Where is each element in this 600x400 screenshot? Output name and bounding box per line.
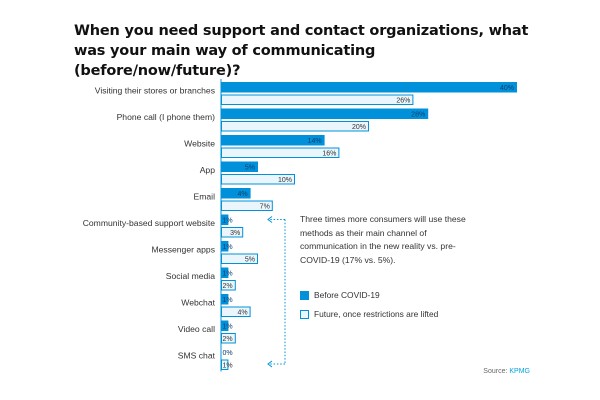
source-brand: KPMG (509, 368, 530, 375)
data-label-before: 1% (223, 244, 233, 251)
source-note: Source: KPMG (483, 368, 530, 375)
bar-before (221, 241, 229, 252)
category-label: Phone call (I phone them) (117, 112, 216, 122)
bar-before (221, 214, 229, 225)
data-label-future: 7% (260, 204, 270, 211)
data-label-before: 40% (500, 85, 514, 92)
bar-before (221, 108, 429, 119)
bar-before (221, 294, 229, 305)
data-label-future: 4% (237, 310, 247, 317)
data-label-future: 3% (230, 230, 240, 237)
category-label: App (200, 165, 216, 175)
bar-before (221, 267, 229, 278)
category-label: Messenger apps (151, 245, 215, 255)
data-label-before: 1% (223, 218, 233, 225)
data-label-before: 0% (223, 350, 233, 357)
bar-before (221, 320, 229, 331)
legend-swatch-filled (300, 291, 309, 300)
data-label-future: 2% (223, 336, 233, 343)
category-label: Visiting their stores or branches (95, 86, 215, 96)
bracket-arrow-bottom (267, 360, 273, 368)
category-label: Website (184, 139, 215, 149)
data-label-future: 16% (322, 151, 336, 158)
data-label-before: 1% (223, 271, 233, 278)
bracket-arrow-top (267, 216, 273, 223)
legend-label-before: Before COVID-19 (314, 290, 380, 300)
data-label-before: 1% (223, 297, 233, 304)
legend-item-future: Future, once restrictions are lifted (300, 309, 438, 319)
annotation-text: Three times more consumers will use thes… (300, 214, 466, 265)
data-label-before: 4% (237, 191, 247, 198)
category-label: SMS chat (178, 351, 216, 361)
category-label: Email (194, 192, 216, 202)
data-label-future: 10% (278, 177, 292, 184)
legend-label-future: Future, once restrictions are lifted (314, 309, 439, 319)
bar-before (221, 161, 258, 172)
data-label-future: 20% (352, 124, 366, 131)
data-label-future: 1% (223, 363, 233, 370)
source-prefix: Source: (483, 368, 510, 375)
data-label-before: 14% (308, 138, 322, 145)
category-label: Webchat (181, 298, 215, 308)
legend-item-before: Before COVID-19 (300, 290, 380, 300)
data-label-future: 2% (223, 283, 233, 290)
chart-title: When you need support and contact organi… (74, 23, 529, 79)
data-label-before: 5% (245, 165, 255, 172)
bar-before (221, 135, 325, 146)
category-label: Social media (166, 271, 215, 281)
bar-before (221, 188, 251, 199)
bar-future (221, 147, 340, 158)
data-label-before: 1% (223, 324, 233, 331)
bar-future (221, 121, 369, 132)
data-label-before: 28% (411, 112, 425, 119)
category-label: Video call (178, 324, 215, 334)
legend-swatch-outline (300, 310, 309, 319)
bar-before (221, 82, 517, 93)
data-label-future: 5% (245, 257, 255, 264)
category-label: Community-based support website (83, 218, 216, 228)
bar-future (221, 94, 414, 105)
data-label-future: 26% (396, 98, 410, 105)
